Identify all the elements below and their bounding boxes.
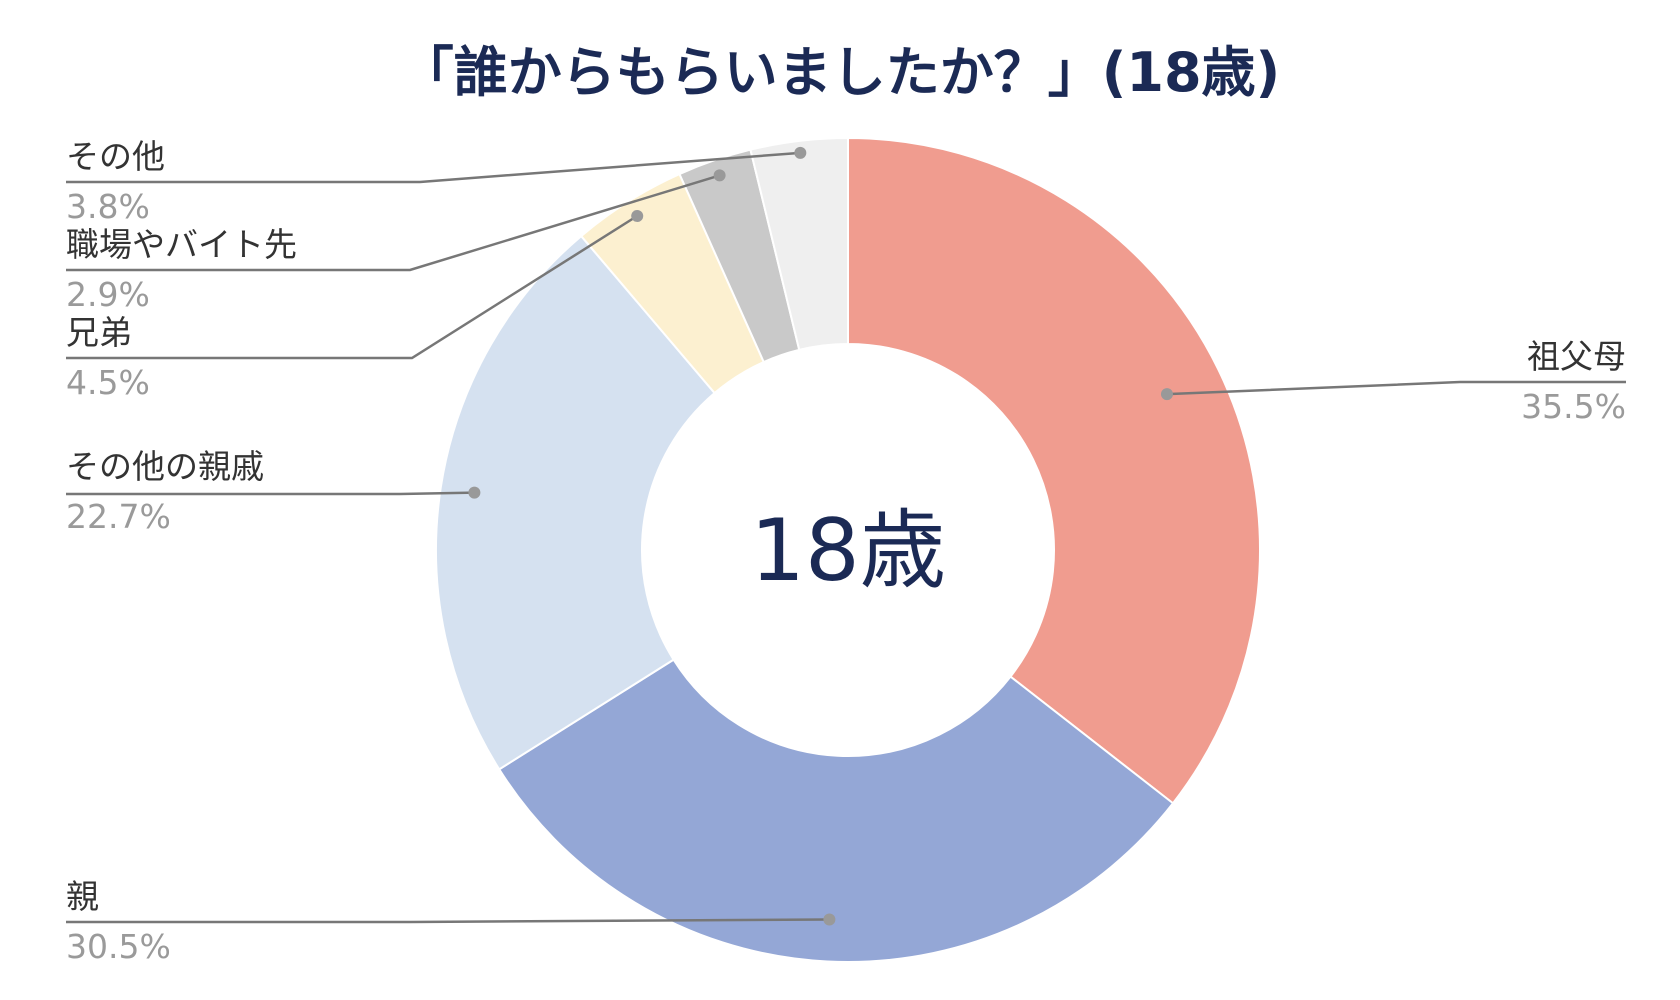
slice-value-5: 3.8% [66, 187, 150, 226]
slice-value-0: 35.5% [1521, 387, 1626, 426]
slice-label-5: その他 [66, 137, 165, 176]
donut-slice-1 [497, 658, 1175, 963]
slice-value-1: 30.5% [66, 927, 171, 966]
slice-label-4: 職場やバイト先 [66, 225, 297, 264]
leader-line-2 [66, 491, 475, 496]
leader-lines [66, 146, 1626, 926]
slice-label-2: その他の親戚 [66, 447, 264, 486]
donut-slice-0 [847, 136, 1261, 805]
donut-slices [435, 136, 1261, 963]
slice-value-4: 2.9% [66, 275, 150, 314]
leader-line-4 [66, 174, 720, 272]
slice-label-1: 親 [66, 877, 99, 916]
slice-value-2: 22.7% [66, 497, 171, 536]
donut-slice-2 [435, 234, 717, 771]
leader-line-5 [66, 151, 801, 184]
leader-dot-4 [713, 169, 726, 182]
leader-dot-0 [1160, 388, 1173, 401]
slice-label-3: 兄弟 [66, 313, 132, 352]
chart-title: 「誰からもらいましたか？」(18歳) [399, 41, 1281, 104]
leader-dot-3 [631, 209, 644, 222]
leader-dot-2 [468, 486, 481, 499]
slice-labels: 祖父母 35.5% 親 30.5% その他の親戚 22.7% 兄弟 4.5% 職場やバイト先 2.… [66, 137, 1626, 966]
leader-dot-1 [823, 913, 836, 926]
slice-value-3: 4.5% [66, 363, 150, 402]
leader-line-0 [1166, 380, 1626, 396]
leader-line-1 [66, 918, 830, 924]
leader-dot-5 [794, 146, 807, 159]
slice-label-0: 祖父母 [1527, 337, 1626, 376]
leader-line-3 [66, 214, 638, 360]
donut-slice-5 [749, 136, 849, 352]
center-label: 18歳 [750, 501, 945, 601]
